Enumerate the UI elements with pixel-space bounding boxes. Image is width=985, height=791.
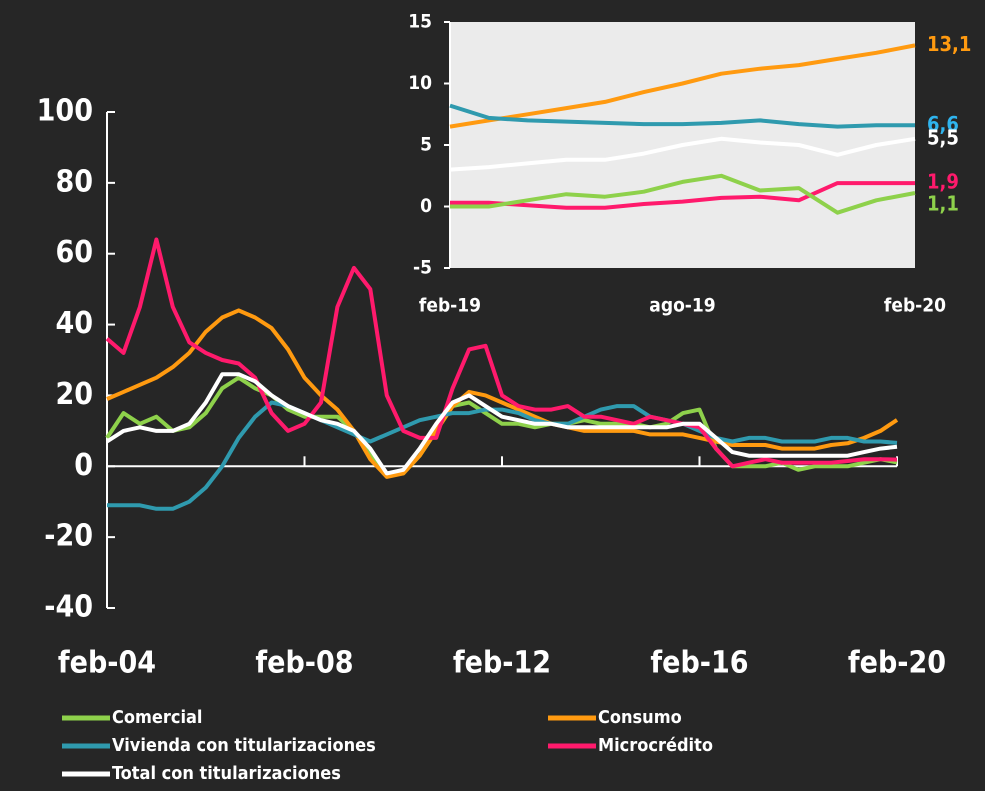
series-line bbox=[105, 375, 898, 476]
y-tick-label: 80 bbox=[55, 164, 93, 199]
series-line bbox=[107, 400, 898, 511]
value-label: 6,6 bbox=[927, 112, 959, 136]
y-tick-label: 20 bbox=[55, 377, 93, 412]
legend-label: Total con titularizaciones bbox=[112, 763, 341, 784]
y-tick-label: 15 bbox=[408, 11, 432, 33]
x-tick-label: ago-19 bbox=[649, 295, 715, 317]
x-tick-label: feb-19 bbox=[419, 295, 481, 317]
y-tick-label: 40 bbox=[55, 306, 93, 341]
series-line bbox=[450, 181, 915, 210]
series-line bbox=[449, 43, 916, 129]
legend-label: Vivienda con titularizaciones bbox=[112, 735, 376, 756]
value-label: 1,1 bbox=[927, 191, 959, 215]
series-line bbox=[105, 237, 898, 469]
y-tick-label: 100 bbox=[37, 94, 93, 129]
value-label: 5,5 bbox=[927, 125, 959, 149]
series-line bbox=[449, 136, 916, 172]
x-tick-label: feb-20 bbox=[848, 646, 946, 681]
legend-label: Consumo bbox=[598, 707, 682, 728]
x-tick-label: feb-04 bbox=[58, 646, 156, 681]
y-tick-label: 60 bbox=[55, 235, 93, 270]
y-tick-label: 5 bbox=[420, 134, 432, 156]
y-tick-label: 0 bbox=[420, 195, 432, 217]
y-tick-label: 10 bbox=[408, 72, 432, 94]
legend-label: Comercial bbox=[112, 707, 202, 728]
x-tick-label: feb-08 bbox=[255, 646, 353, 681]
series-line bbox=[105, 372, 898, 476]
value-label: 1,9 bbox=[927, 170, 959, 194]
value-label: 13,1 bbox=[927, 32, 971, 56]
x-tick-label: feb-12 bbox=[453, 646, 551, 681]
x-tick-label: feb-20 bbox=[884, 295, 946, 317]
x-tick-label: feb-16 bbox=[650, 646, 748, 681]
series-line bbox=[106, 308, 899, 479]
series-line bbox=[449, 103, 915, 129]
legend-label: Microcrédito bbox=[598, 735, 713, 756]
y-tick-label: -5 bbox=[413, 257, 432, 279]
y-tick-label: -40 bbox=[44, 590, 93, 625]
y-tick-label: -20 bbox=[44, 519, 93, 554]
series-line bbox=[450, 173, 916, 215]
y-tick-label: 0 bbox=[74, 448, 93, 483]
